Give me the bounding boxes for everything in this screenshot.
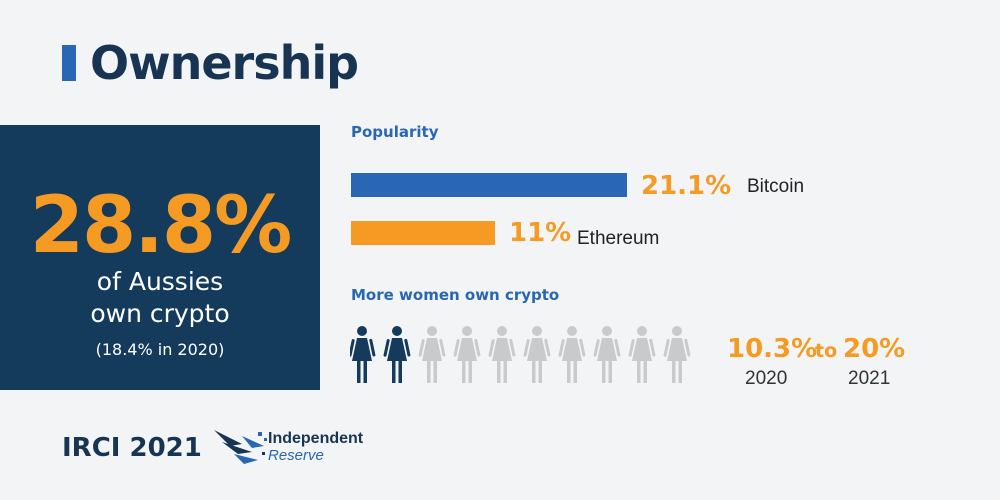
women-icon-row xyxy=(350,326,691,383)
hero-text-line2: own crypto xyxy=(90,299,230,328)
women-section-label: More women own crypto xyxy=(351,286,560,304)
woman-icon xyxy=(558,326,586,383)
bar-ethereum xyxy=(351,221,495,245)
hero-text-line1: of Aussies xyxy=(96,267,224,296)
hero-panel: 28.8% of Aussies own crypto (18.4% in 20… xyxy=(0,125,320,390)
bar-bitcoin xyxy=(351,173,627,197)
women-connector: to xyxy=(815,340,838,362)
title-accent-bar xyxy=(62,45,76,81)
bar-category-label-bitcoin: Bitcoin xyxy=(747,176,805,197)
footer-title: IRCI 2021 xyxy=(62,433,202,463)
hero-note: (18.4% in 2020) xyxy=(95,340,225,359)
woman-icon xyxy=(628,326,656,383)
independent-reserve-logo-icon xyxy=(214,430,267,464)
women-from-year: 2020 xyxy=(745,368,788,389)
bar-category-label-ethereum: Ethereum xyxy=(577,228,660,249)
woman-icon xyxy=(453,326,481,383)
hero-percent: 28.8% xyxy=(29,181,293,271)
woman-icon xyxy=(523,326,551,383)
women-to-value: 20% xyxy=(843,334,906,364)
bar-value-label-bitcoin: 21.1% xyxy=(641,171,732,201)
woman-icon xyxy=(593,326,621,383)
title-group: Ownership xyxy=(62,36,359,90)
woman-icon xyxy=(488,326,516,383)
popularity-label: Popularity xyxy=(351,123,439,141)
logo-text-line2: Reserve xyxy=(268,447,324,464)
page-title: Ownership xyxy=(90,36,359,90)
logo-text-line1: Independent xyxy=(268,430,364,447)
women-to-year: 2021 xyxy=(848,368,891,389)
bar-value-label-ethereum: 11% xyxy=(509,218,572,248)
women-from-value: 10.3% xyxy=(727,334,818,364)
woman-icon-highlighted xyxy=(350,326,376,383)
woman-icon xyxy=(663,326,691,383)
woman-icon-highlighted xyxy=(383,326,411,383)
woman-icon xyxy=(418,326,446,383)
